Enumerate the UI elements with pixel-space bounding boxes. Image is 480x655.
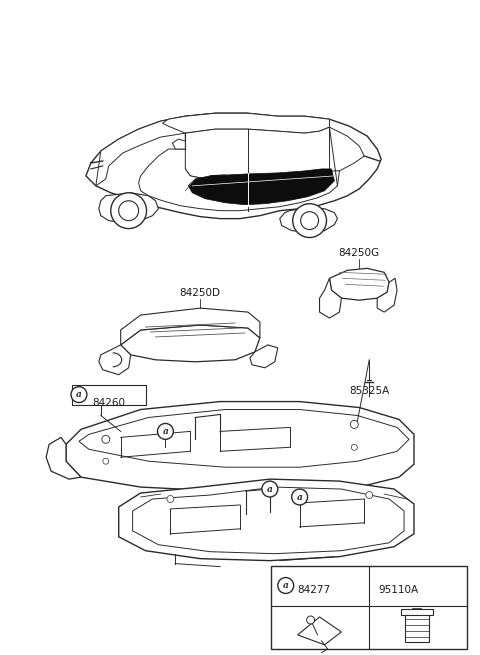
Polygon shape — [120, 325, 260, 362]
Circle shape — [167, 496, 174, 502]
Text: a: a — [267, 485, 273, 494]
Circle shape — [293, 204, 326, 238]
Polygon shape — [182, 127, 364, 181]
Text: 84277: 84277 — [298, 586, 331, 595]
Polygon shape — [79, 409, 409, 467]
Circle shape — [366, 491, 373, 498]
Polygon shape — [377, 278, 397, 312]
Polygon shape — [280, 208, 337, 233]
Text: 84260: 84260 — [92, 398, 125, 407]
Text: a: a — [76, 390, 82, 399]
Polygon shape — [66, 402, 414, 491]
Text: a: a — [163, 427, 168, 436]
Text: 85325A: 85325A — [349, 386, 389, 396]
Polygon shape — [298, 617, 341, 645]
Circle shape — [111, 193, 146, 229]
Circle shape — [300, 212, 319, 229]
Circle shape — [307, 616, 314, 624]
Polygon shape — [119, 479, 414, 561]
Polygon shape — [99, 193, 158, 223]
Polygon shape — [120, 308, 260, 345]
Polygon shape — [405, 612, 429, 642]
Polygon shape — [96, 113, 248, 186]
Circle shape — [350, 421, 358, 428]
Polygon shape — [46, 438, 81, 479]
FancyBboxPatch shape — [271, 566, 467, 649]
Polygon shape — [250, 345, 278, 367]
Text: a: a — [297, 493, 302, 502]
Text: 95110A: 95110A — [379, 586, 419, 595]
Text: 84250G: 84250G — [339, 248, 380, 259]
Circle shape — [102, 436, 110, 443]
Circle shape — [71, 386, 87, 403]
Polygon shape — [320, 278, 341, 318]
Circle shape — [351, 444, 357, 450]
Text: 84250D: 84250D — [180, 288, 221, 298]
Circle shape — [103, 458, 109, 464]
Polygon shape — [132, 487, 404, 553]
Text: a: a — [283, 581, 288, 590]
FancyBboxPatch shape — [72, 384, 145, 405]
Circle shape — [157, 423, 173, 440]
Circle shape — [119, 200, 139, 221]
Polygon shape — [329, 269, 389, 300]
Polygon shape — [172, 139, 185, 149]
Polygon shape — [162, 113, 329, 133]
Polygon shape — [401, 609, 433, 615]
Polygon shape — [86, 113, 381, 219]
Polygon shape — [99, 345, 131, 375]
Polygon shape — [188, 169, 335, 205]
Circle shape — [262, 481, 278, 497]
Circle shape — [292, 489, 308, 505]
Circle shape — [278, 578, 294, 593]
Polygon shape — [139, 149, 339, 211]
